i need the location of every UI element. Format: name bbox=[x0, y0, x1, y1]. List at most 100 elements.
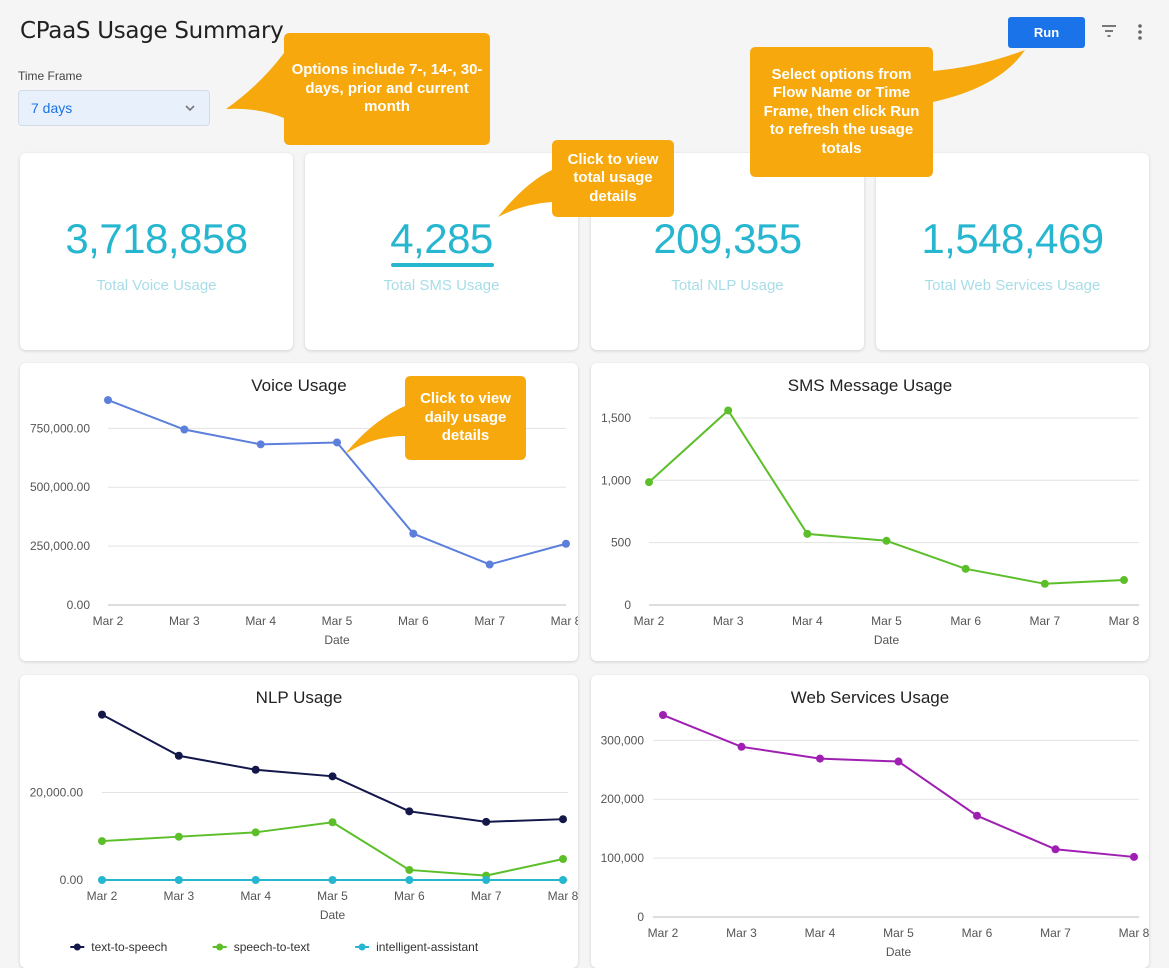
chart-title: Web Services Usage bbox=[791, 688, 949, 707]
data-point[interactable] bbox=[724, 406, 733, 415]
y-tick-label: 1,000 bbox=[601, 473, 631, 487]
x-tick-label: Mar 4 bbox=[792, 614, 823, 628]
legend-item-speech-to-text[interactable]: speech-to-text bbox=[212, 940, 311, 954]
web-chart-card[interactable]: Web Services Usage 0 100,000 200,000 300,000… bbox=[591, 675, 1149, 968]
kpi-value: 1,548,469 bbox=[921, 215, 1104, 262]
kpi-label: Total NLP Usage bbox=[671, 277, 784, 294]
more-options-icon[interactable] bbox=[1133, 22, 1147, 42]
page-title: CPaaS Usage Summary bbox=[20, 18, 284, 44]
x-tick-label: Mar 6 bbox=[394, 889, 425, 903]
kpi-label: Total Web Services Usage bbox=[924, 277, 1101, 294]
legend-item-text-to-speech[interactable]: text-to-speech bbox=[70, 940, 167, 954]
data-point[interactable] bbox=[104, 396, 112, 405]
x-tick-label: Mar 2 bbox=[87, 889, 118, 903]
x-tick-label: Mar 5 bbox=[871, 614, 902, 628]
kpi-label: Total SMS Usage bbox=[383, 277, 500, 294]
callout-text: Click to view total usage details bbox=[567, 150, 659, 205]
data-point[interactable] bbox=[98, 710, 106, 719]
data-point[interactable] bbox=[1051, 845, 1060, 854]
series-line-text-to-speech bbox=[101, 713, 564, 823]
data-point[interactable] bbox=[894, 757, 903, 766]
data-point[interactable] bbox=[180, 425, 189, 434]
data-point[interactable] bbox=[645, 478, 653, 487]
x-tick-label: Mar 5 bbox=[322, 614, 353, 628]
data-point[interactable] bbox=[333, 438, 341, 447]
y-tick-label: 750,000.00 bbox=[30, 421, 90, 435]
series-line-web bbox=[662, 714, 1135, 858]
sms-chart-card[interactable]: SMS Message Usage 0 500 1,000 1,500 Mar 2 Mar … bbox=[591, 363, 1149, 661]
filter-icon[interactable] bbox=[1100, 22, 1118, 40]
data-point[interactable] bbox=[328, 876, 337, 884]
data-point[interactable] bbox=[405, 876, 414, 884]
callout-text: Select options from Flow Name or Time Fr… bbox=[763, 65, 920, 157]
voice-usage-chart[interactable]: Voice Usage 0.00 250,000.00 500,000.00 750,0… bbox=[20, 363, 578, 661]
data-point[interactable] bbox=[882, 536, 891, 545]
legend-label: text-to-speech bbox=[91, 940, 167, 954]
data-point[interactable] bbox=[1040, 579, 1049, 588]
x-tick-label: Mar 4 bbox=[245, 614, 276, 628]
x-tick-label: Mar 3 bbox=[726, 926, 757, 940]
data-point[interactable] bbox=[961, 564, 970, 573]
chevron-down-icon bbox=[185, 105, 195, 112]
nlp-chart-card[interactable]: NLP Usage 0.00 20,000.00 Mar 2 Mar 3 Mar 4 Mar… bbox=[20, 675, 578, 968]
data-point[interactable] bbox=[98, 837, 106, 846]
data-point[interactable] bbox=[559, 815, 567, 824]
x-axis-label: Date bbox=[886, 945, 912, 959]
kpi-value: 3,718,858 bbox=[65, 215, 248, 262]
data-point[interactable] bbox=[251, 765, 260, 774]
data-point[interactable] bbox=[562, 539, 570, 548]
y-tick-label: 250,000.00 bbox=[30, 539, 90, 553]
daily-usage-callout: Click to view daily usage details bbox=[345, 376, 526, 460]
data-point[interactable] bbox=[328, 818, 337, 827]
x-tick-label: Mar 4 bbox=[805, 926, 836, 940]
nlp-usage-chart[interactable]: NLP Usage 0.00 20,000.00 Mar 2 Mar 3 Mar 4 Mar… bbox=[20, 675, 578, 968]
callout-shape bbox=[345, 376, 526, 460]
kpi-card-web[interactable]: 1,548,469 Total Web Services Usage bbox=[876, 153, 1149, 350]
data-point[interactable] bbox=[251, 828, 260, 837]
data-point[interactable] bbox=[328, 772, 337, 781]
y-tick-label: 300,000 bbox=[601, 733, 645, 747]
time-frame-select[interactable]: 7 days bbox=[18, 90, 210, 126]
data-point[interactable] bbox=[174, 876, 183, 884]
web-services-usage-chart[interactable]: Web Services Usage 0 100,000 200,000 300,000… bbox=[591, 675, 1149, 968]
data-point[interactable] bbox=[816, 754, 824, 763]
data-point[interactable] bbox=[485, 560, 494, 569]
data-point[interactable] bbox=[559, 855, 567, 863]
legend-marker bbox=[216, 943, 224, 951]
data-point[interactable] bbox=[98, 876, 106, 884]
data-point[interactable] bbox=[174, 751, 183, 760]
data-point[interactable] bbox=[482, 876, 491, 884]
data-point[interactable] bbox=[973, 811, 981, 820]
x-tick-label: Mar 5 bbox=[317, 889, 348, 903]
kpi-value: 209,355 bbox=[653, 215, 802, 262]
data-point[interactable] bbox=[174, 832, 183, 841]
data-point[interactable] bbox=[803, 529, 812, 538]
sms-usage-chart[interactable]: SMS Message Usage 0 500 1,000 1,500 Mar 2 Mar … bbox=[591, 363, 1149, 661]
data-point[interactable] bbox=[1120, 576, 1128, 585]
data-point[interactable] bbox=[251, 876, 260, 884]
y-tick-label: 100,000 bbox=[601, 851, 645, 865]
data-point[interactable] bbox=[409, 529, 418, 538]
legend-item-intelligent-assistant[interactable]: intelligent-assistant bbox=[355, 940, 479, 954]
y-tick-label: 0 bbox=[637, 910, 644, 924]
run-button[interactable]: Run bbox=[1008, 17, 1085, 48]
x-tick-label: Mar 6 bbox=[398, 614, 429, 628]
data-point[interactable] bbox=[482, 817, 491, 826]
data-point[interactable] bbox=[659, 711, 667, 720]
chart-title: NLP Usage bbox=[256, 688, 343, 707]
x-tick-label: Mar 8 bbox=[551, 614, 578, 628]
x-tick-label: Mar 3 bbox=[163, 889, 194, 903]
data-point[interactable] bbox=[405, 865, 414, 874]
x-tick-label: Mar 7 bbox=[1029, 614, 1060, 628]
data-point[interactable] bbox=[1130, 852, 1138, 861]
kpi-value[interactable]: 4,285 bbox=[390, 215, 493, 262]
data-point[interactable] bbox=[256, 440, 265, 449]
time-frame-callout: Options include 7-, 14-, 30-days, prior … bbox=[226, 33, 490, 145]
y-tick-label: 20,000.00 bbox=[30, 786, 84, 800]
x-tick-label: Mar 6 bbox=[950, 614, 981, 628]
data-point[interactable] bbox=[737, 742, 746, 751]
kpi-card-voice[interactable]: 3,718,858 Total Voice Usage bbox=[20, 153, 293, 350]
x-tick-label: Mar 8 bbox=[1119, 926, 1149, 940]
data-point[interactable] bbox=[559, 876, 567, 884]
data-point[interactable] bbox=[405, 807, 414, 816]
